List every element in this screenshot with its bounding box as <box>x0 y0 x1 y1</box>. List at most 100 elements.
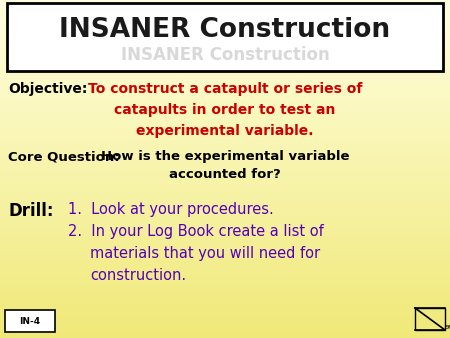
Bar <box>0 54 450 56</box>
Text: To construct a catapult or series of: To construct a catapult or series of <box>88 82 362 96</box>
Bar <box>0 15 450 17</box>
Bar <box>0 196 450 198</box>
Bar <box>0 274 450 275</box>
Bar <box>0 243 450 245</box>
Bar <box>0 179 450 181</box>
Bar <box>0 59 450 61</box>
Bar <box>0 252 450 254</box>
Bar <box>0 20 450 22</box>
Bar <box>0 24 450 25</box>
Bar <box>0 277 450 279</box>
Text: materials that you will need for: materials that you will need for <box>90 246 320 261</box>
Bar <box>0 248 450 250</box>
Bar <box>0 100 450 101</box>
Bar <box>0 8 450 10</box>
Bar <box>0 336 450 338</box>
Text: INSANER Construction: INSANER Construction <box>59 17 391 43</box>
Bar <box>0 71 450 73</box>
Bar <box>0 34 450 35</box>
Bar <box>0 135 450 137</box>
Bar <box>0 183 450 184</box>
Bar <box>0 159 450 161</box>
Bar <box>0 5 450 7</box>
Bar <box>0 46 450 47</box>
Bar <box>0 218 450 220</box>
Text: 2.  In your Log Book create a list of: 2. In your Log Book create a list of <box>68 224 324 239</box>
Bar <box>0 32 450 34</box>
Bar <box>0 25 450 27</box>
Bar <box>0 155 450 157</box>
Bar <box>0 7 450 8</box>
Bar <box>0 93 450 95</box>
Bar <box>0 42 450 44</box>
Bar <box>0 289 450 291</box>
Bar <box>0 91 450 93</box>
Bar <box>0 64 450 66</box>
Bar <box>0 125 450 127</box>
Bar <box>0 166 450 167</box>
Bar <box>0 29 450 30</box>
Bar <box>0 69 450 71</box>
Bar <box>0 318 450 319</box>
Bar <box>0 272 450 274</box>
Bar <box>0 296 450 297</box>
Bar <box>0 57 450 59</box>
Bar <box>0 39 450 41</box>
Bar <box>0 299 450 301</box>
Bar <box>0 51 450 52</box>
Bar <box>0 220 450 221</box>
Text: experimental variable.: experimental variable. <box>136 124 314 138</box>
Bar <box>0 73 450 74</box>
Bar <box>0 193 450 194</box>
Bar <box>0 262 450 264</box>
Bar <box>0 81 450 83</box>
Bar <box>0 242 450 243</box>
Bar <box>0 237 450 238</box>
Bar <box>0 269 450 270</box>
Bar <box>0 328 450 330</box>
Bar <box>0 88 450 90</box>
Bar <box>0 233 450 235</box>
Bar <box>0 306 450 308</box>
Bar <box>0 292 450 294</box>
Bar <box>0 177 450 179</box>
Bar <box>0 324 450 326</box>
Bar <box>0 61 450 63</box>
Bar <box>0 30 450 32</box>
Bar <box>0 86 450 88</box>
Bar <box>0 309 450 311</box>
Bar <box>415 308 445 330</box>
Text: catapults in order to test an: catapults in order to test an <box>114 103 336 117</box>
Bar <box>0 19 450 20</box>
Bar <box>0 98 450 100</box>
Bar <box>0 321 450 323</box>
Bar <box>0 68 450 69</box>
Bar <box>0 164 450 166</box>
Bar <box>0 213 450 215</box>
Bar <box>0 150 450 152</box>
Bar <box>0 181 450 183</box>
Bar <box>0 255 450 257</box>
Text: accounted for?: accounted for? <box>169 168 281 181</box>
Bar <box>0 74 450 76</box>
Bar <box>0 113 450 115</box>
Bar <box>0 56 450 57</box>
Bar <box>0 189 450 191</box>
Bar <box>0 110 450 112</box>
Bar <box>0 161 450 162</box>
Bar <box>0 41 450 42</box>
Bar <box>0 137 450 139</box>
Bar <box>0 257 450 259</box>
Bar <box>0 169 450 171</box>
Bar <box>0 291 450 292</box>
Bar <box>0 260 450 262</box>
Bar <box>0 144 450 145</box>
Bar <box>0 154 450 155</box>
Bar <box>0 323 450 324</box>
Bar <box>0 152 450 154</box>
Bar <box>0 267 450 269</box>
Bar <box>0 247 450 248</box>
Bar <box>0 49 450 51</box>
Text: anR: anR <box>445 324 450 330</box>
Text: Objective:: Objective: <box>8 82 87 96</box>
